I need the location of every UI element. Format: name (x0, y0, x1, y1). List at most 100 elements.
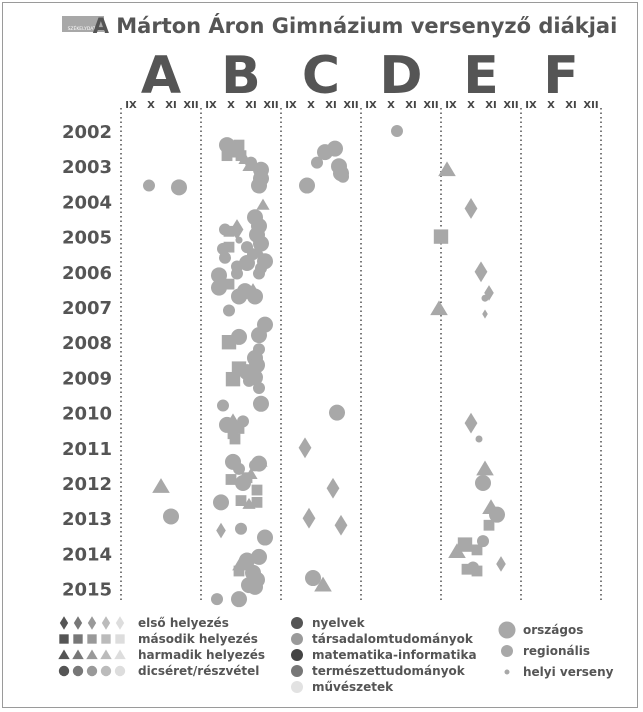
data-point-circle (239, 552, 255, 569)
legend-level-swatch (498, 621, 516, 639)
month-tick-label: XI (245, 100, 256, 111)
legend-field-label: természettudományok (312, 664, 466, 678)
year-label: 2009 (62, 368, 112, 389)
data-point-circle (217, 399, 229, 412)
year-label: 2006 (62, 263, 112, 284)
data-point-circle (163, 508, 179, 525)
data-point-diamond (230, 219, 244, 240)
legend-field-label: nyelvek (312, 616, 366, 630)
month-ticks: IX X XI XII IX X XI XII IX X XI XII IX X XI XII IX X XI XII… (125, 100, 598, 111)
data-point-circle (223, 304, 235, 317)
data-point-diamond (482, 309, 488, 319)
data-point-square (229, 433, 241, 445)
data-point-circle (299, 177, 315, 194)
data-point-square (483, 519, 495, 531)
data-point-square (225, 371, 241, 387)
legend-level-swatch (504, 669, 510, 675)
data-point-triangle (226, 413, 240, 425)
legend-label: dicséret/részvétel (138, 664, 259, 678)
month-tick-label: XII (583, 100, 598, 111)
data-point-diamond (474, 261, 488, 283)
year-label: 2005 (62, 228, 112, 249)
month-tick-label: XII (503, 100, 518, 111)
data-point-circle (251, 177, 267, 194)
legend-field-swatch (291, 665, 303, 677)
month-tick-label: IX (125, 100, 137, 111)
data-point-diamond (302, 507, 316, 529)
year-label: 2015 (62, 580, 112, 601)
data-point-circle (143, 179, 155, 192)
data-point-circle (211, 279, 227, 296)
month-tick-label: X (227, 100, 235, 111)
data-point-square (457, 537, 473, 552)
data-point-circle (171, 179, 187, 196)
data-point-circle (489, 506, 505, 523)
data-point-square (251, 496, 263, 508)
month-tick-label: IX (365, 100, 377, 111)
column-header: D (379, 46, 422, 106)
data-point-circle (251, 327, 267, 344)
logo: SZÉKELYDATA (62, 16, 104, 32)
data-point-square (221, 335, 237, 350)
data-point-square (233, 423, 245, 434)
data-point-circle (251, 548, 267, 565)
legend-field-swatch (291, 617, 303, 629)
month-tick-label: IX (445, 100, 457, 111)
data-point-diamond (496, 556, 506, 572)
data-point-circle (311, 156, 323, 169)
year-label: 2012 (62, 474, 112, 495)
year-label: 2011 (62, 439, 112, 460)
data-point-circle (329, 404, 345, 421)
chart-title: A Márton Áron Gimnázium versenyző diákja… (93, 13, 618, 38)
column-header: F (543, 46, 579, 106)
data-point-circle (253, 381, 265, 394)
data-point-circle (213, 494, 229, 511)
data-point-circle (211, 267, 227, 284)
data-point-circle (475, 475, 491, 491)
data-point-circle (305, 570, 321, 587)
data-point-triangle (152, 478, 170, 493)
data-point-square (471, 544, 483, 556)
data-point-circle (481, 294, 489, 302)
legend-swatch-triangle (58, 649, 70, 660)
data-point-triangle (430, 300, 448, 316)
legend-field-swatch (291, 681, 303, 693)
data-point-diamond (334, 514, 348, 536)
data-point-diamond (298, 437, 312, 459)
data-points (143, 125, 506, 608)
data-point-circle (231, 267, 243, 280)
legend-level-label: helyi verseny (523, 665, 614, 679)
data-point-triangle (256, 198, 270, 210)
legend-swatch-diamond (87, 616, 97, 630)
logo-text: SZÉKELYDATA (68, 24, 100, 32)
legend-label: harmadik helyezés (138, 648, 265, 662)
data-point-square (235, 150, 247, 162)
year-label: 2002 (62, 122, 112, 143)
column-header: E (463, 46, 499, 106)
data-point-circle (235, 236, 243, 244)
month-tick-label: XI (405, 100, 416, 111)
column-header: B (221, 46, 261, 106)
month-tick-label: IX (285, 100, 297, 111)
legend-label: második helyezés (138, 632, 258, 646)
data-point-square (225, 474, 237, 485)
data-point-triangle (476, 460, 494, 476)
legend-field-swatch (291, 633, 303, 645)
data-point-square (233, 139, 245, 151)
data-point-triangle (438, 161, 456, 177)
legend: első helyezés második helyezés harmadik he… (58, 616, 614, 694)
data-point-diamond (326, 477, 340, 499)
legend-swatch-circle (86, 665, 98, 677)
legend-swatch-triangle (72, 649, 84, 660)
legend-swatch-square (115, 634, 125, 644)
legend-field-label: társadalomtudományok (312, 632, 474, 646)
column-header: C (302, 46, 340, 106)
data-point-circle (337, 170, 349, 183)
data-point-circle (231, 288, 247, 305)
data-point-diamond (464, 198, 478, 219)
legend-field-label: matematika-informatika (312, 648, 477, 662)
legend-label: első helyezés (138, 616, 229, 630)
data-point-circle (219, 251, 231, 264)
